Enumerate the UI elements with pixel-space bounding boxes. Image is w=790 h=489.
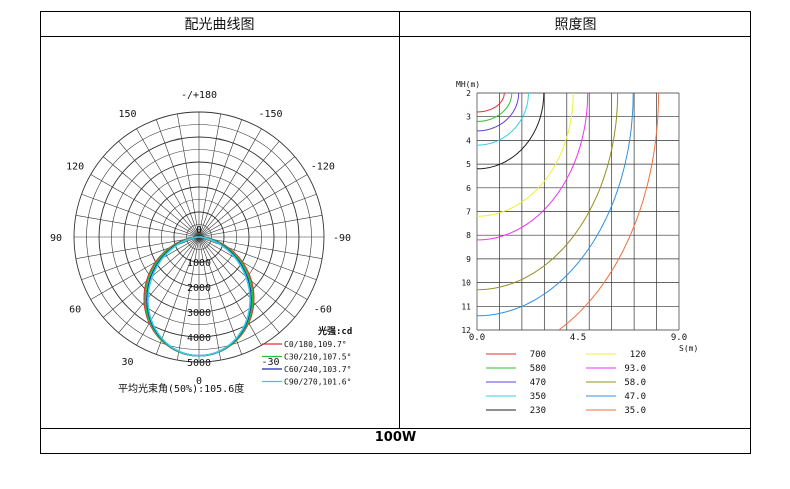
iso-x-label: S(m) — [679, 344, 698, 353]
iso-legend-label: 700 — [530, 350, 546, 360]
polar-angle-label: 0 — [196, 376, 202, 387]
iso-y-label: MH(m) — [456, 80, 480, 89]
polar-chart-title: 配光曲线图 — [184, 17, 255, 33]
iso-contour-9 — [559, 92, 660, 330]
polar-radial-label: 5000 — [187, 358, 211, 369]
iso-legend-label: 470 — [530, 378, 546, 388]
chart-frame — [40, 11, 751, 454]
iso-y-tick: 7 — [466, 208, 471, 217]
iso-contour-6 — [477, 92, 589, 241]
iso-y-tick: 3 — [466, 113, 471, 122]
polar-angle-label: -30 — [261, 357, 279, 368]
iso-x-tick: 0.0 — [469, 333, 485, 343]
polar-curve-3 — [147, 236, 251, 357]
iso-y-tick: 4 — [466, 136, 471, 145]
iso-y-tick: 6 — [466, 184, 471, 193]
iso-x-tick: 4.5 — [570, 333, 586, 343]
iso-grid — [476, 92, 680, 331]
polar-radial-label: 4000 — [187, 333, 211, 344]
iso-contour-8 — [476, 92, 634, 317]
iso-y-tick: 2 — [466, 89, 471, 98]
polar-radial-label: 1000 — [187, 258, 211, 269]
polar-angle-label: -60 — [314, 305, 332, 316]
iso-legend-label: 120 — [630, 350, 646, 360]
polar-legend-label: C0/180,109.7° — [284, 340, 347, 349]
illuminance-chart-title: 照度图 — [554, 17, 597, 33]
iso-y-tick: 12 — [461, 326, 471, 335]
iso-contour-4 — [477, 93, 545, 170]
polar-radial-label: 0 — [196, 225, 202, 236]
iso-legend-label: 230 — [530, 406, 546, 416]
polar-legend-label: C90/270,101.6° — [284, 378, 351, 387]
iso-x-tick: 9.0 — [671, 333, 687, 343]
iso-y-tick: 9 — [466, 255, 471, 264]
polar-angle-label: -/+180 — [181, 90, 217, 101]
iso-legend-label: 58.0 — [624, 378, 646, 388]
iso-legend-label: 350 — [530, 392, 546, 402]
iso-y-tick: 5 — [466, 160, 471, 169]
polar-legend-label: C60/240,103.7° — [284, 365, 351, 374]
title-divider — [40, 36, 751, 37]
polar-radial-label: 3000 — [187, 308, 211, 319]
iso-y-tick: 11 — [461, 302, 471, 311]
polar-angle-label: 150 — [118, 109, 136, 120]
power-label: 100W — [374, 430, 417, 445]
polar-angle-label: 90 — [50, 233, 62, 244]
polar-radial-label: 2000 — [187, 283, 211, 294]
iso-legend-label: 93.0 — [624, 364, 646, 374]
iso-legend-label: 35.0 — [624, 406, 646, 416]
polar-angle-label: 60 — [69, 305, 81, 316]
iso-contour-1 — [477, 92, 513, 122]
polar-angle-label: -120 — [311, 162, 335, 173]
iso-y-tick: 10 — [461, 279, 471, 288]
footer-divider — [40, 428, 751, 429]
panel-divider — [399, 11, 400, 428]
illuminance-chart: MH(m)2 3 4 5 6 7 8 9 10 11 120.0 4.5 9.0S(m) 700 580 47… — [456, 80, 698, 416]
beam-angle-annotation: 平均光束角(50%):105.6度 — [118, 382, 244, 395]
iso-contour-2 — [477, 92, 520, 132]
iso-contour-7 — [476, 93, 619, 291]
iso-contour-3 — [477, 93, 529, 146]
polar-legend-label: C30/210,107.5° — [284, 353, 351, 362]
polar-legend-title: 光强:cd — [317, 325, 352, 337]
polar-chart: -/+180 150 120 90 60 30 0 -30 -60 -90 -120 -150 0 100… — [50, 90, 352, 395]
iso-contour-5 — [477, 93, 574, 217]
polar-angle-label: -150 — [258, 109, 282, 120]
iso-legend-label: 47.0 — [624, 392, 646, 402]
polar-angle-label: -90 — [333, 233, 351, 244]
iso-legend-label: 580 — [530, 364, 546, 374]
polar-angle-label: 30 — [121, 357, 133, 368]
iso-contour-0 — [477, 93, 505, 113]
iso-y-tick: 8 — [466, 231, 471, 240]
polar-angle-label: 120 — [66, 162, 84, 173]
